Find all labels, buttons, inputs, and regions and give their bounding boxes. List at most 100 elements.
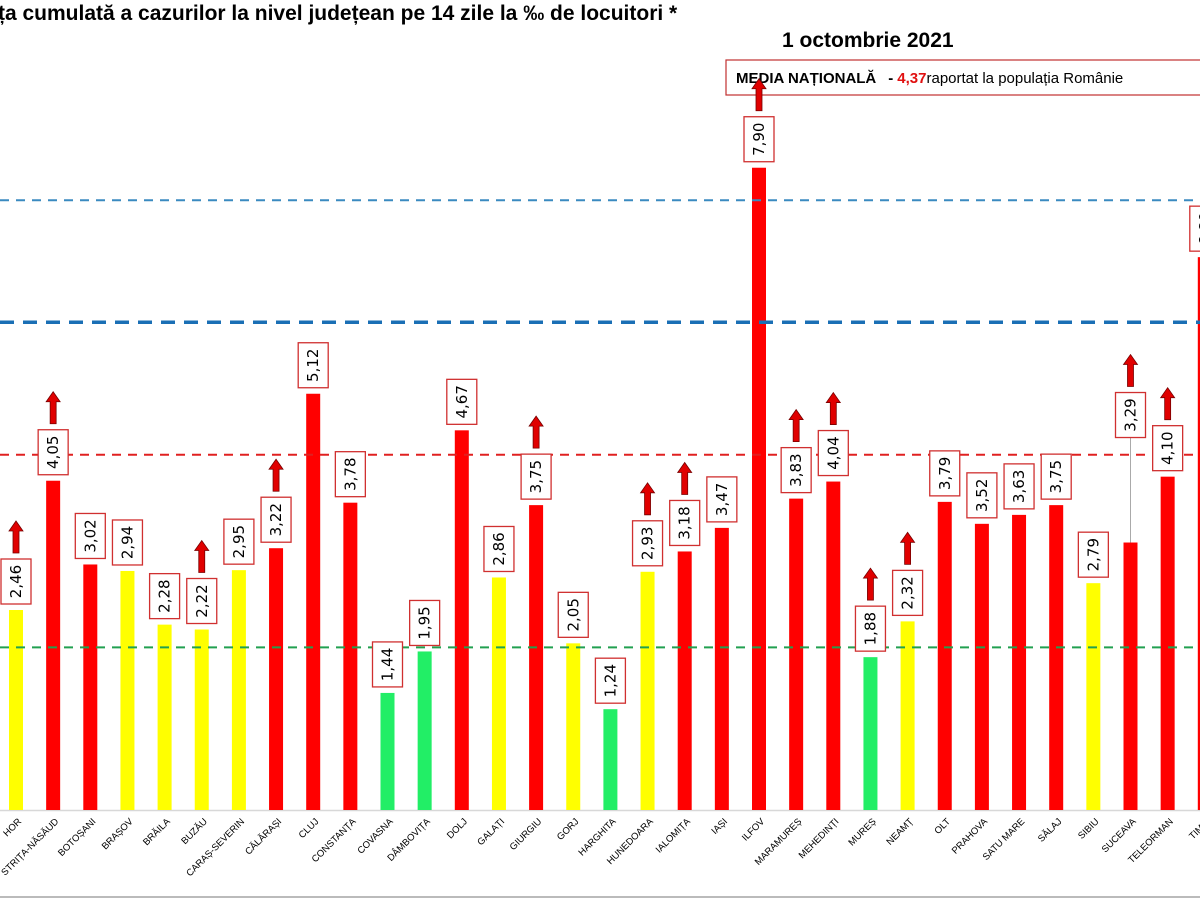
- data-label-text: 2,86: [490, 532, 508, 565]
- bar-mehedinți: [826, 481, 841, 810]
- annotation-text: MEDIA NAȚIONALĂ -4,37raportat la populați…: [736, 70, 1123, 87]
- x-tick-label: IAȘI: [709, 816, 729, 836]
- x-tick-label: HOR: [1, 816, 24, 839]
- data-label-text: 3,02: [81, 519, 99, 552]
- bar-ialomița: [677, 551, 692, 810]
- annotation-dash: -: [888, 70, 893, 87]
- up-arrow-icon: [751, 78, 767, 112]
- data-label-text: 3,22: [267, 503, 285, 536]
- data-label-text: 4,10: [1159, 431, 1177, 464]
- data-label-box: [1189, 205, 1200, 252]
- data-label-box: [186, 577, 218, 625]
- data-label-text: 2,79: [1084, 538, 1102, 571]
- data-label-text: 3,79: [936, 457, 954, 490]
- bar-teleorman: [1160, 476, 1175, 810]
- data-label: 2,94: [111, 519, 144, 566]
- bar-ilfov: [752, 167, 766, 811]
- data-label-text: 7,90: [750, 123, 768, 156]
- data-label-box: [929, 450, 961, 497]
- bar-sălaj: [1049, 505, 1064, 810]
- bar-maramureș: [789, 498, 804, 810]
- data-label: 3,75: [1040, 453, 1072, 500]
- data-label-box: [334, 451, 367, 498]
- data-label-box: [854, 605, 887, 652]
- bar-botoșani: [83, 564, 98, 810]
- data-label: 2,05: [557, 591, 589, 638]
- data-label-text: 4,04: [824, 436, 842, 469]
- data-label-text: 3,75: [527, 460, 545, 493]
- data-label-text: 2,46: [7, 565, 25, 598]
- data-label-box: [483, 525, 515, 573]
- data-label: 7,90: [743, 78, 775, 163]
- data-label-box: [74, 512, 106, 560]
- x-tick-label: GIURGIU: [508, 816, 545, 853]
- data-label: 6,80: [1189, 205, 1200, 252]
- x-tick-label: CĂLĂRAȘI: [243, 816, 284, 857]
- chart-subtitle: 1 octombrie 2021: [782, 29, 954, 52]
- bar-dolj: [454, 430, 469, 810]
- data-label: 4,04: [817, 391, 849, 477]
- x-tick-label: BOTOȘANI: [56, 816, 98, 858]
- up-arrow-icon: [639, 482, 656, 516]
- data-label-box: [631, 520, 664, 567]
- data-label-box: [891, 569, 924, 617]
- x-tick-label: MEHEDINȚI: [797, 816, 842, 861]
- bar-brașov: [120, 570, 135, 810]
- data-label-box: [223, 518, 255, 565]
- bar-mureș: [863, 657, 878, 810]
- data-label-text: 1,88: [861, 612, 879, 645]
- bar-constanța: [343, 502, 358, 810]
- x-tick-label: BRĂILA: [141, 816, 173, 848]
- data-label: 3,02: [74, 512, 106, 560]
- data-label: 2,95: [223, 518, 255, 565]
- up-arrow-icon: [825, 391, 842, 425]
- data-label: 3,83: [780, 408, 812, 494]
- bar-iași: [714, 527, 729, 810]
- bar-buzău: [194, 629, 209, 810]
- bar-neamț: [900, 621, 915, 810]
- data-label-box: [446, 378, 478, 425]
- bar-bistrița-năsăud: [46, 480, 61, 810]
- data-label-text: 3,52: [973, 479, 991, 512]
- up-arrow-icon: [1122, 353, 1139, 387]
- bar-satu mare: [1012, 514, 1027, 810]
- bar-covasna: [380, 692, 395, 810]
- data-label: 2,32: [891, 531, 924, 617]
- data-label-box: [371, 641, 404, 688]
- x-tick-label: ILFOV: [740, 816, 768, 844]
- x-tick-label: GALAȚI: [475, 816, 507, 848]
- x-tick-label: SIBIU: [1076, 816, 1101, 841]
- bar-olt: [937, 501, 952, 810]
- up-arrow-icon: [528, 415, 544, 449]
- annotation-value: 4,37: [897, 70, 926, 87]
- data-label-text: 1,24: [601, 664, 619, 697]
- data-label-text: 3,29: [1122, 398, 1140, 431]
- data-label: 3,79: [929, 450, 961, 497]
- data-label: 1,24: [594, 657, 627, 704]
- data-label-text: 4,05: [44, 436, 62, 469]
- chart-title: ța cumulată a cazurilor la nivel județea…: [0, 2, 678, 25]
- annotation-frame: [725, 59, 1200, 96]
- bar-sibiu: [1086, 583, 1101, 810]
- data-label: 2,86: [483, 525, 515, 573]
- data-label-box: [1040, 453, 1072, 500]
- up-arrow-icon: [45, 391, 61, 425]
- data-label-box: [148, 572, 181, 620]
- data-label: 3,47: [706, 476, 738, 523]
- data-label: 1,88: [854, 567, 887, 652]
- data-label-text: 3,78: [341, 457, 359, 490]
- bar-caraș-severin: [231, 570, 246, 810]
- annotation-suffix: raportat la populația Românie: [926, 70, 1123, 87]
- data-label: 3,52: [966, 472, 998, 519]
- data-label: 4,10: [1152, 386, 1184, 472]
- data-label-box: [111, 519, 144, 566]
- data-label-box: [520, 453, 552, 500]
- data-label-text: 3,75: [1047, 460, 1065, 493]
- x-tick-label: BUZĂU: [179, 816, 210, 847]
- x-tick-label: SUCEAVA: [1100, 816, 1139, 855]
- data-label: 3,22: [260, 458, 292, 543]
- data-label-text: 1,95: [416, 606, 434, 639]
- bar-harghita: [603, 709, 618, 810]
- data-label-text: 2,28: [156, 579, 174, 612]
